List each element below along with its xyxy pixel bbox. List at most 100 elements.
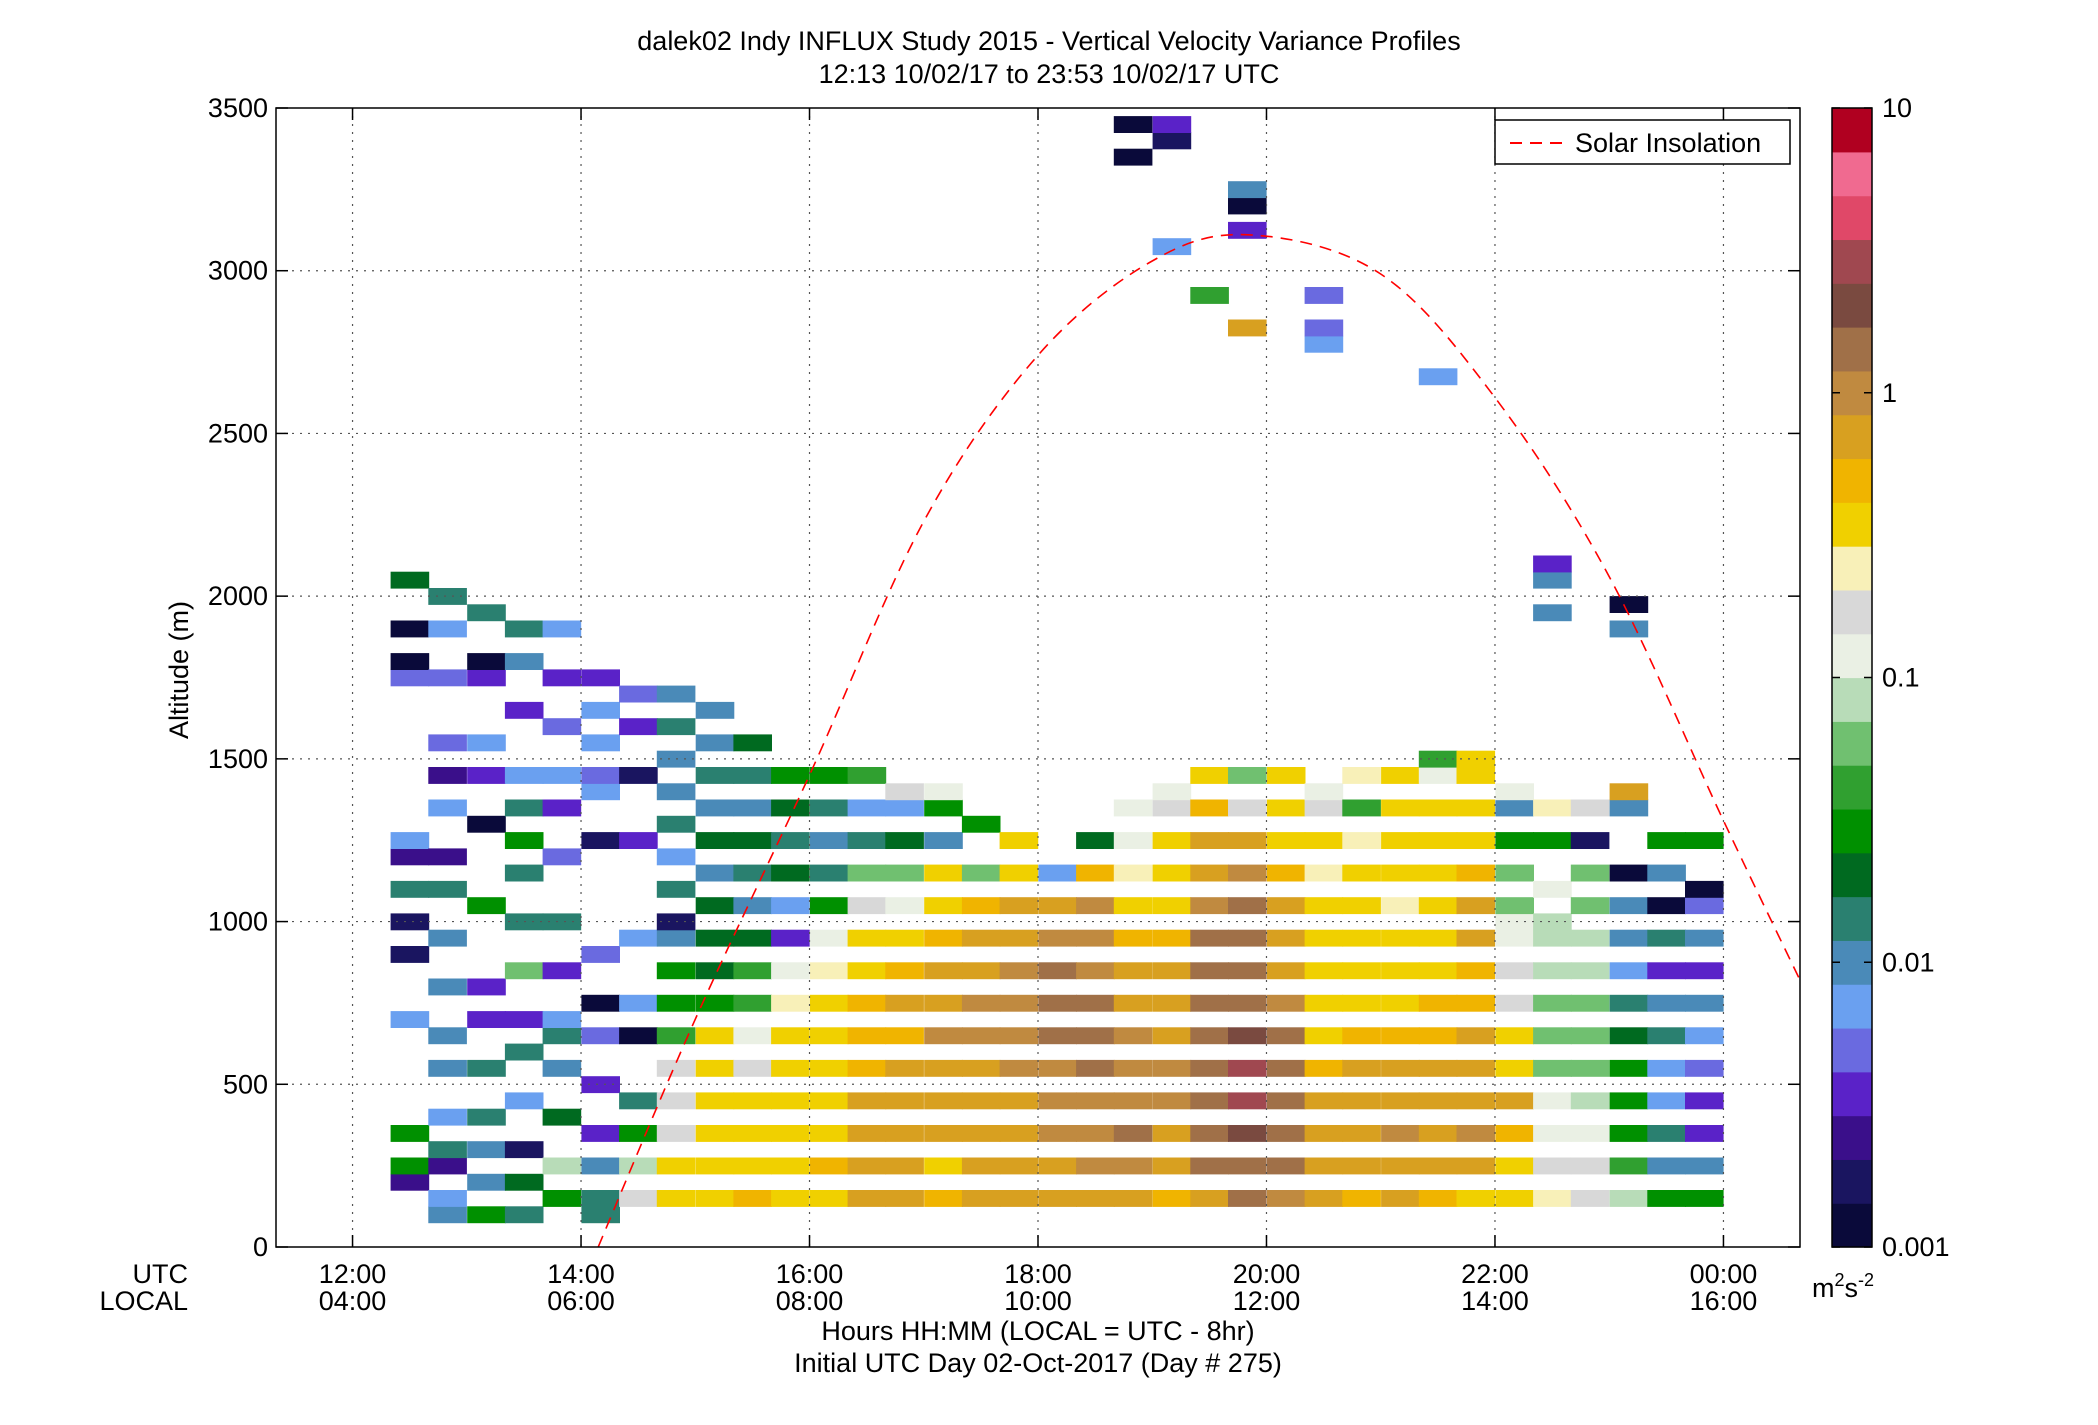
x-axis-label-day: Initial UTC Day 02-Oct-2017 (Day # 275) xyxy=(794,1348,1282,1378)
heatmap-cell xyxy=(1533,1190,1572,1207)
colorbar-tick-label: 0.001 xyxy=(1882,1232,1950,1262)
heatmap-cell xyxy=(581,669,620,687)
heatmap-cell xyxy=(809,897,849,915)
heatmap-cell xyxy=(1685,897,1724,915)
heatmap-cell xyxy=(467,604,506,622)
grid-lines xyxy=(276,108,1800,1247)
heatmap-cell xyxy=(1418,897,1458,915)
heatmap-cell xyxy=(999,1027,1039,1045)
heatmap-cell xyxy=(1381,1092,1420,1110)
heatmap-cell xyxy=(428,767,467,784)
heatmap-cell xyxy=(1533,604,1572,622)
heatmap-cell xyxy=(999,994,1039,1012)
heatmap-cell xyxy=(619,1125,658,1142)
heatmap-cell xyxy=(1304,994,1344,1012)
heatmap-cell xyxy=(695,767,735,784)
heatmap-cell xyxy=(428,880,467,898)
heatmap-cell xyxy=(1418,1157,1458,1175)
heatmap-cell xyxy=(1381,897,1420,915)
y-tick-label: 1000 xyxy=(208,907,268,937)
heatmap-cell xyxy=(1381,962,1420,980)
heatmap-cell xyxy=(467,1206,506,1224)
colorbar-band xyxy=(1832,765,1872,810)
heatmap-cell xyxy=(733,767,772,784)
heatmap-cell xyxy=(1495,929,1534,947)
colorbar-band xyxy=(1832,589,1872,635)
heatmap-cell xyxy=(1418,1125,1458,1142)
heatmap-cell xyxy=(1152,799,1192,817)
heatmap-cell xyxy=(1609,897,1649,915)
heatmap-cell xyxy=(1190,1125,1229,1142)
heatmap-cell xyxy=(885,783,924,801)
heatmap-cell xyxy=(581,946,620,963)
heatmap-cell xyxy=(695,1059,735,1077)
heatmap-cell xyxy=(1647,994,1686,1012)
heatmap-cell xyxy=(1685,1157,1724,1175)
heatmap-cell xyxy=(809,767,849,784)
heatmap-cell xyxy=(1190,897,1229,915)
y-tick-label: 3000 xyxy=(208,256,268,286)
colorbar-band xyxy=(1832,1071,1872,1117)
heatmap-cell xyxy=(1456,864,1496,882)
heatmap-cell xyxy=(1533,555,1572,573)
heatmap-cell xyxy=(467,897,506,915)
heatmap-cell xyxy=(1418,1027,1458,1045)
x-axis-label: Hours HH:MM (LOCAL = UTC - 8hr) xyxy=(821,1316,1254,1346)
heatmap-cell xyxy=(771,1059,810,1077)
heatmap-cell xyxy=(656,880,696,898)
heatmap-cell xyxy=(1418,1092,1458,1110)
heatmap-cell xyxy=(1533,571,1572,589)
heatmap-cell xyxy=(390,620,430,638)
heatmap-cell xyxy=(1190,287,1229,304)
heatmap-cell xyxy=(1647,864,1686,882)
heatmap-cell xyxy=(733,962,772,980)
heatmap-cell xyxy=(542,1011,582,1028)
x-tick-label-utc: 20:00 xyxy=(1233,1259,1301,1289)
colorbar-band xyxy=(1832,151,1872,197)
heatmap-cell xyxy=(1266,962,1306,980)
heatmap-cell xyxy=(1152,1092,1192,1110)
heatmap-cell xyxy=(656,718,696,736)
x-tick-label-local: 10:00 xyxy=(1004,1286,1072,1316)
heatmap-cell xyxy=(1495,1190,1534,1207)
heatmap-cell xyxy=(999,962,1039,980)
heatmap-cell xyxy=(1495,832,1534,849)
heatmap-cell xyxy=(1266,1190,1306,1207)
heatmap-cell xyxy=(1342,799,1381,817)
heatmap-cell xyxy=(885,1157,924,1175)
heatmap-cell xyxy=(504,1011,544,1028)
heatmap-cell xyxy=(1570,1027,1610,1045)
heatmap-cell xyxy=(542,913,582,931)
heatmap-cell xyxy=(1152,116,1192,133)
heatmap-cell xyxy=(809,929,849,947)
heatmap-cell xyxy=(1609,596,1649,613)
heatmap-cell xyxy=(924,864,963,882)
heatmap-cell xyxy=(390,832,430,849)
heatmap-cell xyxy=(1533,1059,1572,1077)
heatmap-cell xyxy=(924,929,963,947)
heatmap-cell xyxy=(1533,1092,1572,1110)
heatmap-cell xyxy=(542,1190,582,1207)
heatmap-cell xyxy=(1190,1027,1229,1045)
heatmap-cell xyxy=(656,848,696,866)
heatmap-cell xyxy=(809,832,849,849)
heatmap-cell xyxy=(428,978,467,996)
heatmap-cell xyxy=(771,897,810,915)
heatmap-cell xyxy=(1342,897,1381,915)
heatmap-cell xyxy=(924,994,963,1012)
heatmap-cell xyxy=(1495,1157,1534,1175)
heatmap-cell xyxy=(1685,929,1724,947)
colorbar-band xyxy=(1832,677,1872,722)
heatmap-cell xyxy=(1190,1157,1229,1175)
heatmap-cell xyxy=(428,848,467,866)
heatmap-cell xyxy=(656,1157,696,1175)
heatmap-cell xyxy=(1685,1027,1724,1045)
heatmap-cell xyxy=(847,897,887,915)
solar-insolation-curve xyxy=(597,233,1800,1247)
heatmap-cell xyxy=(1113,929,1153,947)
heatmap-cell xyxy=(1495,799,1534,817)
heatmap-cell xyxy=(1418,1190,1458,1207)
heatmap-cell xyxy=(771,767,810,784)
heatmap-cell xyxy=(1570,799,1610,817)
